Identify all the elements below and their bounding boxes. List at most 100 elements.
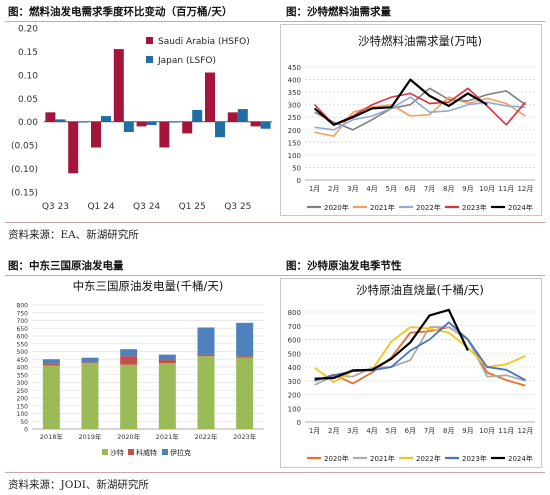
- chart-title: 沙特原油直烧量(千桶/天): [356, 283, 484, 297]
- bar-kuwait: [158, 360, 176, 364]
- y-tick-label: 0.00: [18, 118, 38, 128]
- y-tick-label: 200: [17, 396, 29, 403]
- y-tick-label: 200: [288, 127, 301, 135]
- y-tick-label: 400: [288, 364, 301, 372]
- y-tick-label: 300: [288, 102, 301, 110]
- y-tick-label: 250: [288, 114, 301, 122]
- series-line-2020: [314, 326, 526, 387]
- bar-japan-lsfo: [78, 121, 89, 123]
- bar-japan-lsfo: [101, 116, 111, 122]
- y-tick-label: 400: [17, 365, 29, 372]
- y-tick-label: 500: [17, 349, 29, 356]
- bar-saudi: [42, 365, 60, 429]
- x-tick-label: 3月: [347, 427, 358, 435]
- y-tick-label: 100: [288, 405, 301, 413]
- x-tick-label: 2023年: [233, 432, 257, 441]
- bar-kuwait: [197, 354, 215, 357]
- bar-saudi-hsfo: [182, 121, 193, 134]
- bar-kuwait: [81, 362, 99, 364]
- bar-japan-lsfo: [237, 109, 248, 122]
- bar-saudi: [197, 356, 215, 429]
- x-tick-label: Q1 25: [179, 202, 206, 212]
- y-tick-label: 300: [288, 378, 301, 386]
- generation-chart-panel: 中东三国原油发电量(千桶/天) 0 50 100 150 200 250 300 350 400 4…: [2, 277, 270, 467]
- y-tick-label: (0.15): [11, 189, 38, 199]
- source-note-bottom: 资料来源：JODI、新湖研究所: [8, 479, 149, 491]
- bar-japan-lsfo: [192, 110, 203, 122]
- chart-title: 中东三国原油发电量(千桶/天): [73, 279, 224, 293]
- generation-chart: 中东三国原油发电量(千桶/天) 0501001502002503003504004…: [17, 279, 264, 457]
- bar-iraq: [81, 357, 99, 363]
- y-tick-label: 250: [17, 388, 29, 395]
- x-tick-label: 11月: [498, 185, 514, 193]
- source-rule-bottom: [5, 472, 545, 473]
- legend-label: 2024年: [508, 203, 533, 212]
- series-line-2024: [314, 308, 469, 380]
- x-tick-label: 12月: [517, 185, 533, 193]
- y-tick-label: 450: [288, 64, 301, 72]
- y-tick-label: 0.20: [18, 25, 38, 35]
- legend-label: Saudi Arabia (HSFO): [158, 37, 250, 47]
- series-line-2020: [314, 87, 526, 131]
- y-tick-label: 800: [17, 303, 29, 310]
- legend-swatch: [146, 37, 153, 44]
- bar-saudi-hsfo: [68, 121, 79, 174]
- legend-label: 2022年: [416, 203, 441, 212]
- seasonality-chart-frame: [280, 278, 542, 468]
- x-tick-label: 9月: [462, 185, 473, 193]
- y-tick-label: 100: [17, 411, 29, 418]
- demand-chart: 沙特燃料油需求量(万吨) 0 50 100 150 200 250 300 350 400 450 1…: [288, 34, 535, 212]
- legend-label: 沙特: [110, 448, 124, 457]
- seasonality-chart-panel: 沙特原油直烧量(千桶/天) 0 100 200 300 400 500 600 700 800 1月…: [281, 279, 541, 467]
- demand-chart-frame: [280, 24, 542, 216]
- legend-label: 2020年: [324, 454, 349, 463]
- bar-iraq: [236, 322, 254, 357]
- bar-saudi-hsfo: [113, 49, 124, 122]
- x-tick-label: 1月: [309, 427, 320, 435]
- legend-label: 2024年: [508, 454, 533, 463]
- y-tick-label: 600: [17, 334, 29, 341]
- y-tick-label: 700: [17, 318, 29, 325]
- y-tick-label: 450: [17, 357, 29, 364]
- x-tick-label: 6月: [405, 185, 416, 193]
- x-tick-label: 7月: [424, 427, 435, 435]
- caption-seasonality-chart: 图：沙特原油发电季节性: [286, 260, 402, 272]
- bar-japan-lsfo: [123, 121, 134, 133]
- legend-label: 伊拉克: [170, 448, 191, 457]
- legend-label: 2023年: [462, 454, 487, 463]
- bar-saudi-hsfo: [227, 112, 238, 122]
- y-tick-label: 350: [17, 372, 29, 379]
- bar-japan-lsfo: [260, 121, 271, 129]
- x-tick-label: 9月: [462, 427, 473, 435]
- x-tick-label: 8月: [443, 185, 454, 193]
- bar-saudi-hsfo: [136, 121, 147, 127]
- x-tick-label: 1月: [309, 185, 320, 193]
- y-tick-label: 650: [17, 326, 29, 333]
- legend-swatch: [128, 449, 134, 455]
- y-tick-label: 0: [297, 419, 301, 427]
- bar-saudi: [81, 363, 99, 429]
- x-tick-label: 7月: [424, 185, 435, 193]
- bar-saudi: [158, 363, 176, 429]
- y-tick-label: 700: [288, 323, 301, 331]
- y-tick-label: (0.10): [11, 165, 38, 175]
- series-line-2021: [314, 326, 526, 386]
- y-tick-label: 0.05: [18, 95, 38, 105]
- demand-chart-panel: 沙特燃料油需求量(万吨) 0 50 100 150 200 250 300 350 400 450 1…: [281, 25, 541, 215]
- y-tick-label: 0.15: [18, 48, 38, 58]
- x-tick-label: 12月: [517, 427, 533, 435]
- series-line-2022: [314, 96, 526, 131]
- bar-saudi-hsfo: [205, 72, 215, 122]
- x-tick-label: Q1 24: [87, 202, 114, 212]
- qoq-chart: 0.20 0.15 0.10 0.05 0.00 (0.05) (0.10) (0.15) Q3…: [11, 25, 272, 212]
- bar-saudi: [120, 364, 138, 429]
- y-tick-label: 800: [288, 309, 301, 317]
- x-tick-label: 2019年: [78, 432, 102, 441]
- legend-label: 2023年: [462, 203, 487, 212]
- bar-saudi-hsfo: [45, 112, 56, 122]
- legend-label: 2021年: [370, 203, 395, 212]
- bar-kuwait: [120, 356, 138, 365]
- caption-rule-bottom: [5, 275, 545, 276]
- chart-title: 沙特燃料油需求量(万吨): [358, 34, 482, 48]
- bar-saudi: [236, 357, 254, 429]
